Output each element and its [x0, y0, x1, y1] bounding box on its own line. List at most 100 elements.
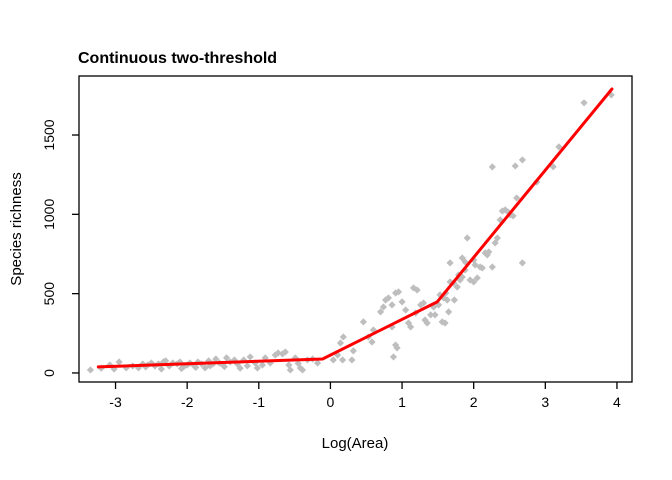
data-point-diamond	[555, 143, 563, 151]
data-point-diamond	[236, 364, 244, 372]
data-point-diamond	[122, 364, 130, 372]
data-point-diamond	[230, 356, 239, 364]
data-point-diamond	[336, 339, 345, 347]
data-point-diamond	[286, 366, 294, 374]
data-point-diamond	[423, 319, 431, 327]
y-tick-label: 0	[41, 369, 57, 377]
x-axis-label: Log(Area)	[322, 435, 389, 452]
data-point-diamond	[389, 353, 398, 361]
data-point-diamond	[431, 311, 439, 319]
data-point-diamond	[470, 278, 478, 286]
data-point-diamond	[339, 356, 347, 364]
data-point-diamond	[471, 261, 479, 269]
x-tick-label: -3	[109, 394, 122, 410]
data-point-diamond	[513, 194, 521, 202]
data-point-diamond	[488, 163, 496, 171]
data-point-diamond	[142, 363, 150, 371]
data-point-diamond	[392, 289, 400, 297]
data-point-diamond	[388, 301, 396, 309]
data-point-diamond	[313, 359, 322, 367]
data-point-diamond	[436, 291, 444, 299]
plot-border-box	[78, 75, 633, 383]
data-point-diamond	[206, 362, 214, 370]
y-axis-label: Species richness	[8, 172, 25, 285]
data-point-diamond	[281, 348, 289, 356]
data-point-diamond	[427, 311, 435, 319]
data-point-diamond	[446, 259, 454, 267]
data-point-diamond	[491, 239, 499, 247]
data-point-diamond	[165, 362, 173, 370]
data-point-diamond	[376, 308, 385, 316]
data-point-diamond	[419, 299, 428, 307]
data-point-diamond	[498, 207, 506, 215]
data-point-diamond	[381, 296, 390, 304]
data-point-diamond	[443, 296, 451, 304]
x-tick-label: 4	[613, 394, 621, 410]
data-point-diamond	[413, 286, 421, 294]
data-point-diamond	[445, 308, 453, 316]
data-point-diamond	[481, 249, 489, 257]
data-point-diamond	[329, 356, 337, 364]
y-tick-label: 500	[41, 282, 57, 306]
data-point-diamond	[177, 364, 186, 373]
data-point-diamond	[368, 338, 376, 346]
x-tick-label: 0	[327, 394, 335, 410]
y-axis-ticks: 0 500 1000 1500	[41, 119, 79, 377]
data-point-diamond	[179, 363, 188, 371]
data-point-diamond	[349, 347, 357, 355]
data-point-diamond	[157, 365, 165, 373]
x-tick-label: 3	[541, 394, 549, 410]
data-point-diamond	[407, 323, 415, 331]
data-point-diamond	[243, 362, 251, 370]
data-point-diamond	[212, 355, 220, 363]
x-tick-label: -1	[253, 394, 266, 410]
data-point-diamond	[384, 294, 393, 302]
data-point-diamond	[580, 99, 588, 107]
data-point-diamond	[285, 361, 293, 369]
data-point-diamond	[488, 263, 496, 271]
scatter-points	[86, 91, 615, 374]
data-point-diamond	[134, 364, 143, 372]
data-point-diamond	[115, 358, 123, 366]
fitted-line	[96, 87, 614, 369]
data-point-diamond	[509, 212, 517, 220]
data-point-diamond	[348, 356, 356, 364]
data-point-diamond	[393, 344, 401, 352]
data-point-diamond	[607, 91, 615, 99]
data-point-diamond	[86, 366, 95, 374]
y-tick-label: 1000	[41, 199, 57, 230]
data-point-diamond	[485, 248, 493, 256]
data-point-diamond	[402, 306, 410, 314]
data-point-diamond	[359, 318, 367, 326]
data-point-diamond	[240, 356, 248, 364]
data-point-diamond	[205, 357, 213, 365]
data-point-diamond	[258, 361, 266, 369]
two-threshold-fit-line	[96, 87, 614, 369]
data-point-diamond	[110, 365, 118, 373]
data-point-diamond	[394, 288, 403, 296]
data-point-diamond	[192, 363, 200, 372]
x-tick-label: -2	[181, 394, 194, 410]
data-point-diamond	[404, 319, 413, 327]
data-point-diamond	[369, 326, 378, 334]
data-point-diamond	[201, 364, 209, 372]
data-point-diamond	[246, 353, 254, 361]
data-point-diamond	[450, 296, 458, 304]
data-point-diamond	[298, 366, 307, 374]
data-point-diamond	[453, 283, 461, 291]
data-point-diamond	[478, 264, 486, 272]
data-point-diamond	[339, 333, 347, 341]
data-point-diamond	[253, 364, 261, 372]
data-point-diamond	[398, 298, 406, 306]
data-point-diamond	[379, 303, 388, 311]
data-point-diamond	[518, 259, 527, 267]
data-point-diamond	[511, 162, 519, 170]
data-point-diamond	[291, 354, 299, 362]
data-point-diamond	[518, 156, 527, 164]
x-tick-label: 2	[470, 394, 478, 410]
data-point-diamond	[446, 278, 454, 286]
data-point-diamond	[441, 319, 449, 327]
data-point-diamond	[463, 234, 471, 242]
